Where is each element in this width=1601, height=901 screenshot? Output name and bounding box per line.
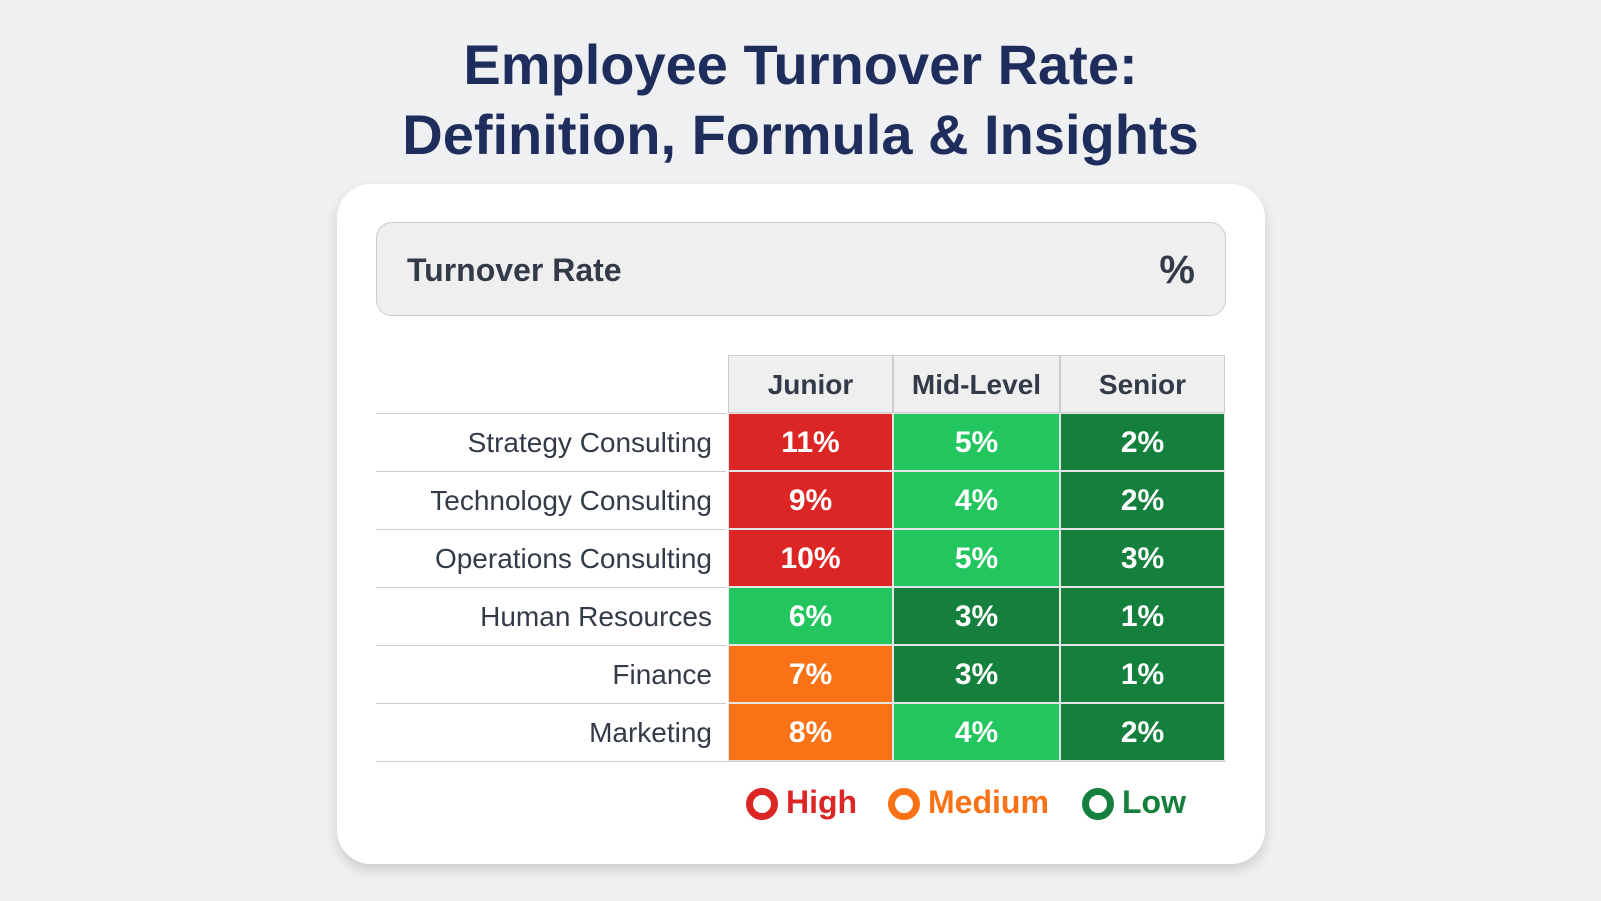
row-label: Finance	[376, 645, 726, 703]
heat-cell: 3%	[1060, 529, 1225, 587]
legend-label: High	[786, 784, 858, 820]
heat-cell: 7%	[728, 645, 893, 703]
heat-cell: 2%	[1060, 471, 1225, 529]
title-line: Employee Turnover Rate:	[463, 33, 1138, 96]
legend-dot	[1082, 788, 1114, 820]
metric-label: Turnover Rate	[407, 252, 622, 288]
title: Employee Turnover Rate: Definition, Form…	[0, 30, 1601, 170]
legend-label: Medium	[928, 784, 1049, 820]
legend-item: High	[746, 782, 857, 822]
heat-cell: 6%	[728, 587, 893, 645]
card: Turnover Rate % Junior Mid-Level Senior Str…	[337, 184, 1265, 864]
heat-cell: 9%	[728, 471, 893, 529]
heat-cell: 4%	[893, 703, 1060, 761]
heat-cell: 8%	[728, 703, 893, 761]
table-bottom-rule	[376, 761, 1226, 762]
row-label: Marketing	[376, 703, 726, 761]
column-header: Junior	[728, 355, 893, 413]
heat-cell: 2%	[1060, 703, 1225, 761]
legend-item: Medium	[888, 782, 1049, 822]
column-header: Mid-Level	[893, 355, 1060, 413]
heat-cell: 2%	[1060, 413, 1225, 471]
metric-unit: %	[1159, 248, 1195, 292]
heat-cell: 11%	[728, 413, 893, 471]
heat-cell: 3%	[893, 587, 1060, 645]
heat-cell: 3%	[893, 645, 1060, 703]
title-line: Definition, Formula & Insights	[402, 103, 1199, 166]
heat-cell: 4%	[893, 471, 1060, 529]
legend-label: Low	[1122, 784, 1186, 820]
heat-cell: 5%	[893, 413, 1060, 471]
legend-dot	[888, 788, 920, 820]
column-header: Senior	[1060, 355, 1225, 413]
legend-dot	[746, 788, 778, 820]
row-label: Human Resources	[376, 587, 726, 645]
row-label: Technology Consulting	[376, 471, 726, 529]
legend-item: Low	[1082, 782, 1186, 822]
row-label: Strategy Consulting	[376, 413, 726, 471]
heat-cell: 1%	[1060, 645, 1225, 703]
heat-cell: 1%	[1060, 587, 1225, 645]
heat-cell: 5%	[893, 529, 1060, 587]
metric-bar: Turnover Rate %	[376, 222, 1226, 316]
heat-cell: 10%	[728, 529, 893, 587]
row-label: Operations Consulting	[376, 529, 726, 587]
